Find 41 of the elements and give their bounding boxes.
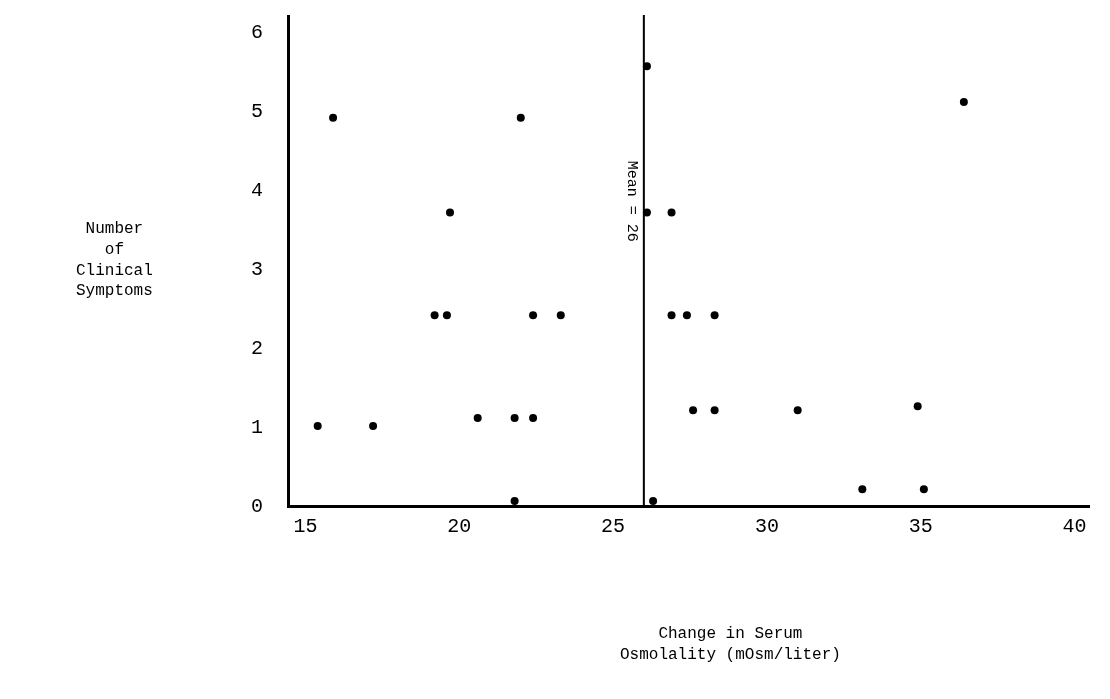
point — [510, 497, 519, 506]
y-tick-label: 5 — [250, 99, 263, 123]
y-tick-label: 6 — [250, 20, 263, 44]
point — [442, 311, 451, 320]
point — [682, 311, 691, 320]
point — [369, 421, 378, 430]
x-tick-label: 25 — [601, 515, 626, 538]
point — [329, 113, 338, 122]
point — [556, 311, 565, 320]
x-tick-label: 15 — [293, 515, 318, 538]
text: Change in Serum Osmolality (mOsm/liter) — [620, 625, 841, 664]
point — [793, 406, 802, 415]
point — [710, 311, 719, 320]
ref-line-label: Mean = 26 — [622, 160, 640, 242]
point — [913, 402, 922, 411]
point — [473, 414, 482, 423]
point — [313, 421, 322, 430]
y-tick-label: 3 — [250, 257, 263, 281]
point — [510, 414, 519, 423]
y-tick-label: 2 — [250, 336, 263, 360]
text: Number of Clinical Symptoms — [76, 220, 153, 301]
point — [858, 485, 867, 494]
y-tick-label: 1 — [250, 415, 263, 439]
x-tick-label: 35 — [908, 515, 933, 538]
point — [667, 311, 676, 320]
point — [959, 97, 968, 106]
point — [529, 311, 538, 320]
point — [529, 414, 538, 423]
point — [919, 485, 928, 494]
x-tick-label: 20 — [447, 515, 472, 538]
x-tick-label: 30 — [754, 515, 779, 538]
y-tick-label: 0 — [250, 495, 263, 518]
point — [710, 406, 719, 415]
point — [430, 311, 439, 320]
x-tick-label: 40 — [1062, 515, 1087, 538]
point — [446, 208, 454, 217]
y-tick-label: 4 — [250, 178, 263, 202]
point — [649, 497, 658, 506]
point — [516, 113, 525, 122]
point — [689, 406, 698, 415]
point — [667, 208, 676, 217]
